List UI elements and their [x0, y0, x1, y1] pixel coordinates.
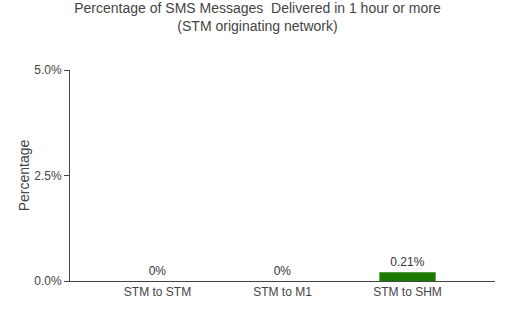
svg-text:Percentage: Percentage — [16, 139, 32, 211]
svg-text:0.0%: 0.0% — [34, 274, 62, 288]
svg-text:STM to STM: STM to STM — [124, 285, 191, 299]
svg-text:2.5%: 2.5% — [34, 169, 62, 183]
svg-text:STM to SHM: STM to SHM — [373, 285, 442, 299]
svg-text:0%: 0% — [149, 264, 167, 278]
svg-text:0%: 0% — [274, 264, 292, 278]
svg-text:Percentage of SMS Messages De: Percentage of SMS Messages Delivered in … — [74, 0, 441, 34]
svg-text:0.21%: 0.21% — [390, 255, 424, 269]
svg-text:STM to M1: STM to M1 — [253, 285, 312, 299]
svg-text:5.0%: 5.0% — [34, 63, 62, 77]
